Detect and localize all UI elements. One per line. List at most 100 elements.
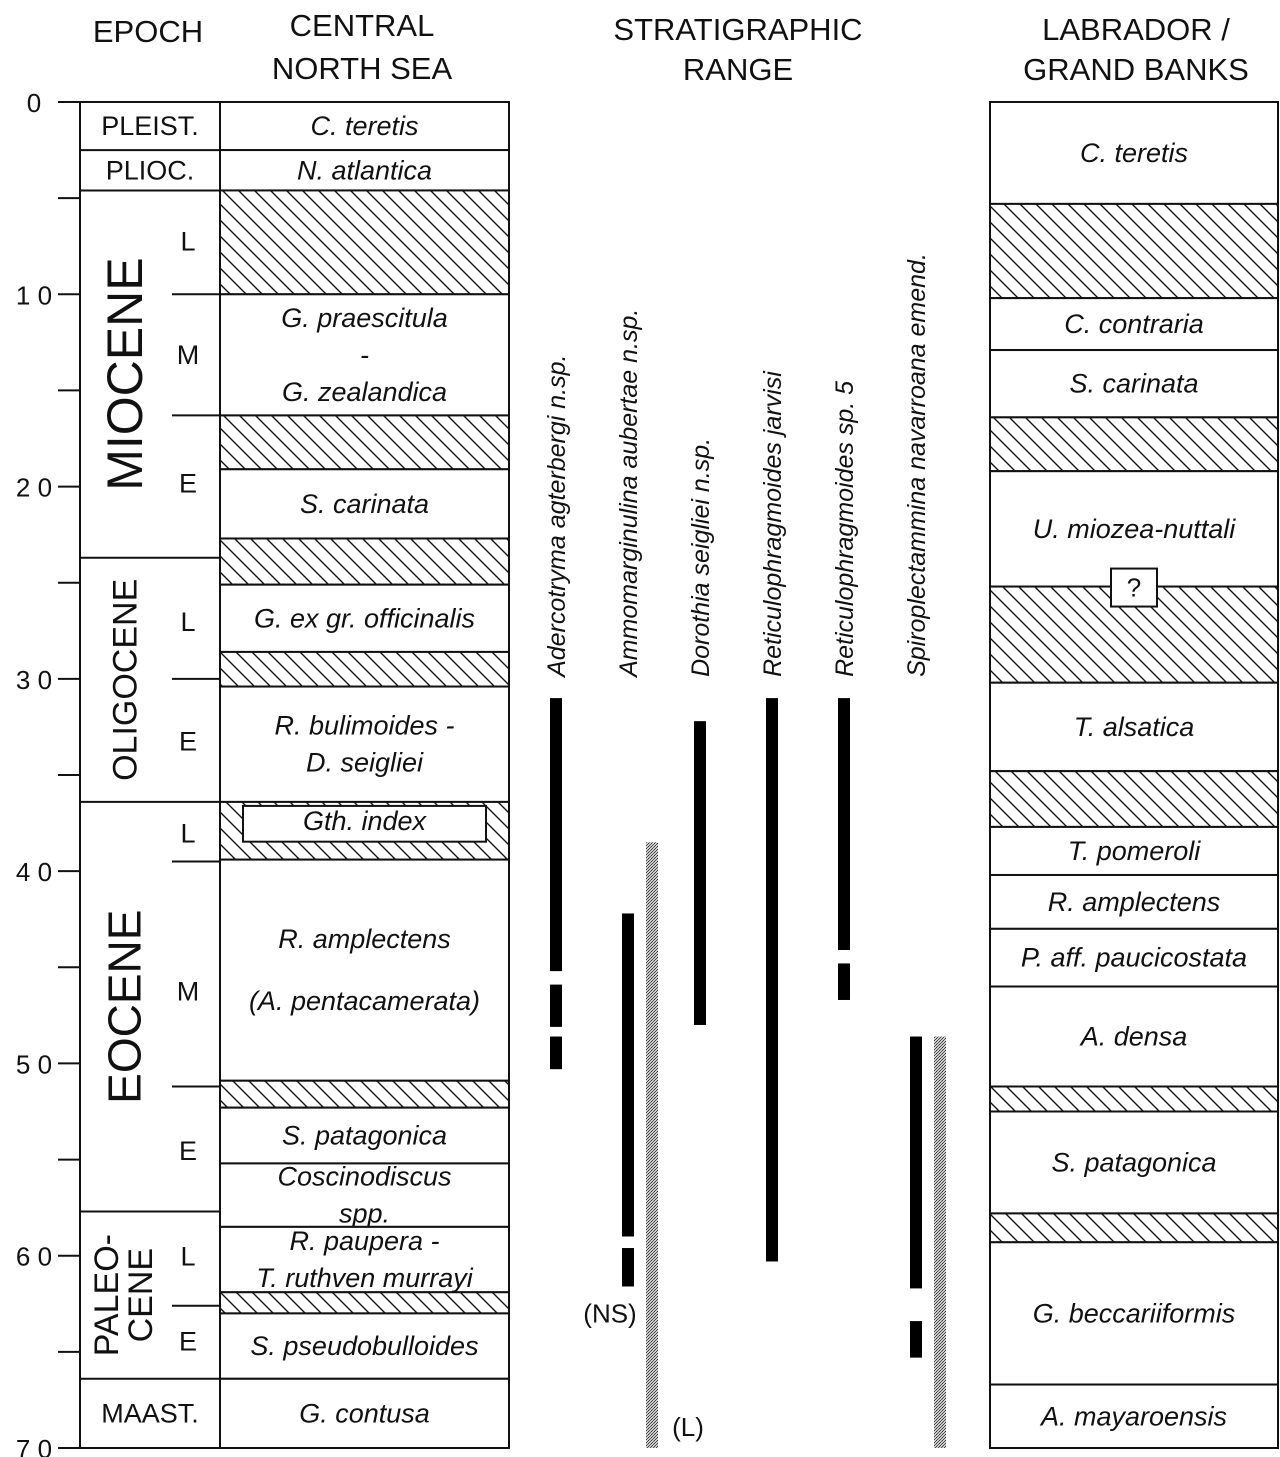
age-tick-label: 1 0 bbox=[16, 280, 52, 310]
age-tick-label: 7 0 bbox=[16, 1434, 52, 1457]
range-bar-segment bbox=[622, 913, 634, 1237]
epoch-label: EOCENE bbox=[99, 910, 151, 1104]
cns-zone bbox=[219, 149, 510, 192]
central-north-sea-column: C. teretis N. atlantica G. praescitula - G. … bbox=[219, 101, 510, 1449]
central-north-sea-header-line1: CENTRAL bbox=[290, 8, 435, 43]
cns-zone-name: D. seigliei bbox=[306, 748, 424, 778]
lab-hiatus bbox=[989, 1212, 1279, 1244]
range-bar-segment bbox=[910, 1321, 922, 1358]
cns-hiatus bbox=[219, 414, 510, 471]
cns-zone bbox=[219, 858, 510, 1082]
cns-hiatus bbox=[219, 189, 510, 296]
central-north-sea-header-line2: NORTH SEA bbox=[272, 51, 453, 86]
range-bar-segment bbox=[550, 984, 562, 1027]
cns-zone bbox=[219, 1377, 510, 1449]
cns-zone-name: S. patagonica bbox=[282, 1121, 447, 1151]
lab-zone bbox=[989, 470, 1279, 588]
epoch-label-group: MIOCENE bbox=[97, 257, 153, 490]
lab-zone bbox=[989, 1383, 1279, 1449]
age-tick-label: 2 0 bbox=[16, 473, 52, 503]
lab-hiatus bbox=[989, 416, 1279, 473]
age-tick-label: 0 bbox=[27, 88, 41, 118]
lab-zone-name: A. densa bbox=[1079, 1022, 1188, 1052]
lab-zone-name: R. amplectens bbox=[1048, 887, 1221, 917]
lab-hiatus bbox=[989, 1085, 1279, 1113]
species-label-group: Spiroplectammina navarroana emend. bbox=[903, 253, 931, 677]
uncertain-boundary-box bbox=[1110, 567, 1158, 608]
cns-zone-name: N. atlantica bbox=[297, 155, 432, 185]
cns-zone-name: G. ex gr. officinalis bbox=[254, 603, 475, 633]
species-label-group: Reticulophragmoides sp. 5 bbox=[831, 381, 859, 677]
epoch-label: MIOCENE bbox=[97, 257, 153, 490]
subepoch-label: L bbox=[180, 819, 195, 849]
range-note: (L) bbox=[672, 1412, 704, 1442]
lab-zone bbox=[989, 1241, 1279, 1386]
cns-hiatus bbox=[219, 1079, 510, 1109]
cns-hiatus bbox=[219, 537, 510, 586]
cns-zone-name: Gth. index bbox=[303, 806, 428, 836]
cns-zone-name: G. contusa bbox=[299, 1398, 430, 1428]
lab-zone bbox=[989, 927, 1279, 988]
species-name: Spiroplectammina navarroana emend. bbox=[903, 253, 931, 677]
species-name: Reticulophragmoides jarvisi bbox=[759, 370, 787, 677]
stratigraphic-range-header-line1: STRATIGRAPHIC bbox=[613, 12, 862, 47]
cns-zone bbox=[219, 685, 510, 803]
cns-zone-name: G. praescitula bbox=[281, 303, 448, 333]
range-bar-segment bbox=[766, 698, 778, 1262]
lab-zone-name: U. miozea-nuttali bbox=[1033, 514, 1237, 544]
epoch-column: PLEIST. PLIOC. MIOCENE OLIGOCENE EOCENE PALEO… bbox=[79, 101, 221, 1449]
epoch-label: CENE bbox=[122, 1248, 160, 1342]
lab-zone bbox=[989, 825, 1279, 876]
range-bar-segment bbox=[622, 1248, 634, 1287]
cns-hiatus bbox=[219, 1291, 510, 1315]
lab-zone bbox=[989, 681, 1279, 773]
epoch-label: PALEO- bbox=[88, 1234, 126, 1356]
species-label-group: Adercotryma agterbergi n.sp. bbox=[543, 355, 571, 679]
range-bar-segment bbox=[838, 963, 850, 1000]
cns-zone-name: Coscinodiscus bbox=[277, 1162, 451, 1192]
lab-zone bbox=[989, 101, 1279, 205]
range-bar-segment bbox=[550, 698, 562, 972]
lab-zone bbox=[989, 985, 1279, 1088]
labrador-grand-banks-column: C. teretis C. contraria S. carinata U. mioz… bbox=[989, 101, 1279, 1449]
epoch-label-group: PALEO-CENE bbox=[88, 1234, 160, 1356]
cns-zone-name: R. amplectens bbox=[278, 924, 451, 954]
subepoch-label: E bbox=[179, 726, 197, 756]
range-stipple-bar bbox=[934, 1036, 946, 1448]
lab-zone-name: C. teretis bbox=[1080, 138, 1188, 168]
cns-zone bbox=[219, 293, 510, 417]
cns-hiatus bbox=[219, 650, 510, 688]
epoch-header: EPOCH bbox=[93, 14, 203, 49]
cns-zone-name: S. carinata bbox=[300, 489, 429, 519]
subepoch-label: L bbox=[180, 226, 195, 256]
cns-zone bbox=[219, 1312, 510, 1380]
labrador-header-line1: LABRADOR / bbox=[1042, 12, 1230, 47]
range-bar-segment bbox=[694, 721, 706, 1025]
species-name: Adercotryma agterbergi n.sp. bbox=[543, 355, 571, 679]
lab-zone bbox=[989, 297, 1279, 352]
cns-zone-name: T. ruthven murrayi bbox=[256, 1263, 474, 1293]
cns-zone-inner-box bbox=[242, 804, 487, 843]
cns-zone-name: (A. pentacamerata) bbox=[249, 986, 480, 1016]
epoch-column-frame bbox=[79, 101, 221, 1449]
lab-zone-name: P. aff. paucicostata bbox=[1021, 943, 1247, 973]
cns-zone bbox=[219, 1225, 510, 1294]
lab-zone-name: T. alsatica bbox=[1074, 712, 1195, 742]
age-tick-label: 3 0 bbox=[16, 665, 52, 695]
species-label-group: Dorothia seigliei n.sp. bbox=[687, 438, 715, 677]
lab-zone bbox=[989, 873, 1279, 930]
subepoch-label: E bbox=[179, 1326, 197, 1356]
cns-zone bbox=[219, 1106, 510, 1165]
lab-hiatus bbox=[989, 770, 1279, 828]
epoch-label: PLEIST. bbox=[101, 111, 199, 141]
species-name: Reticulophragmoides sp. 5 bbox=[831, 381, 859, 677]
subepoch-label: M bbox=[177, 340, 200, 370]
age-tick-label: 5 0 bbox=[16, 1049, 52, 1079]
lab-zone-name: C. contraria bbox=[1064, 309, 1204, 339]
cns-zone bbox=[219, 1162, 510, 1228]
cns-zone-name: G. zealandica bbox=[282, 377, 447, 407]
subepoch-label: L bbox=[180, 607, 195, 637]
species-name: Dorothia seigliei n.sp. bbox=[687, 438, 715, 677]
epoch-label-group: EOCENE bbox=[99, 910, 151, 1104]
